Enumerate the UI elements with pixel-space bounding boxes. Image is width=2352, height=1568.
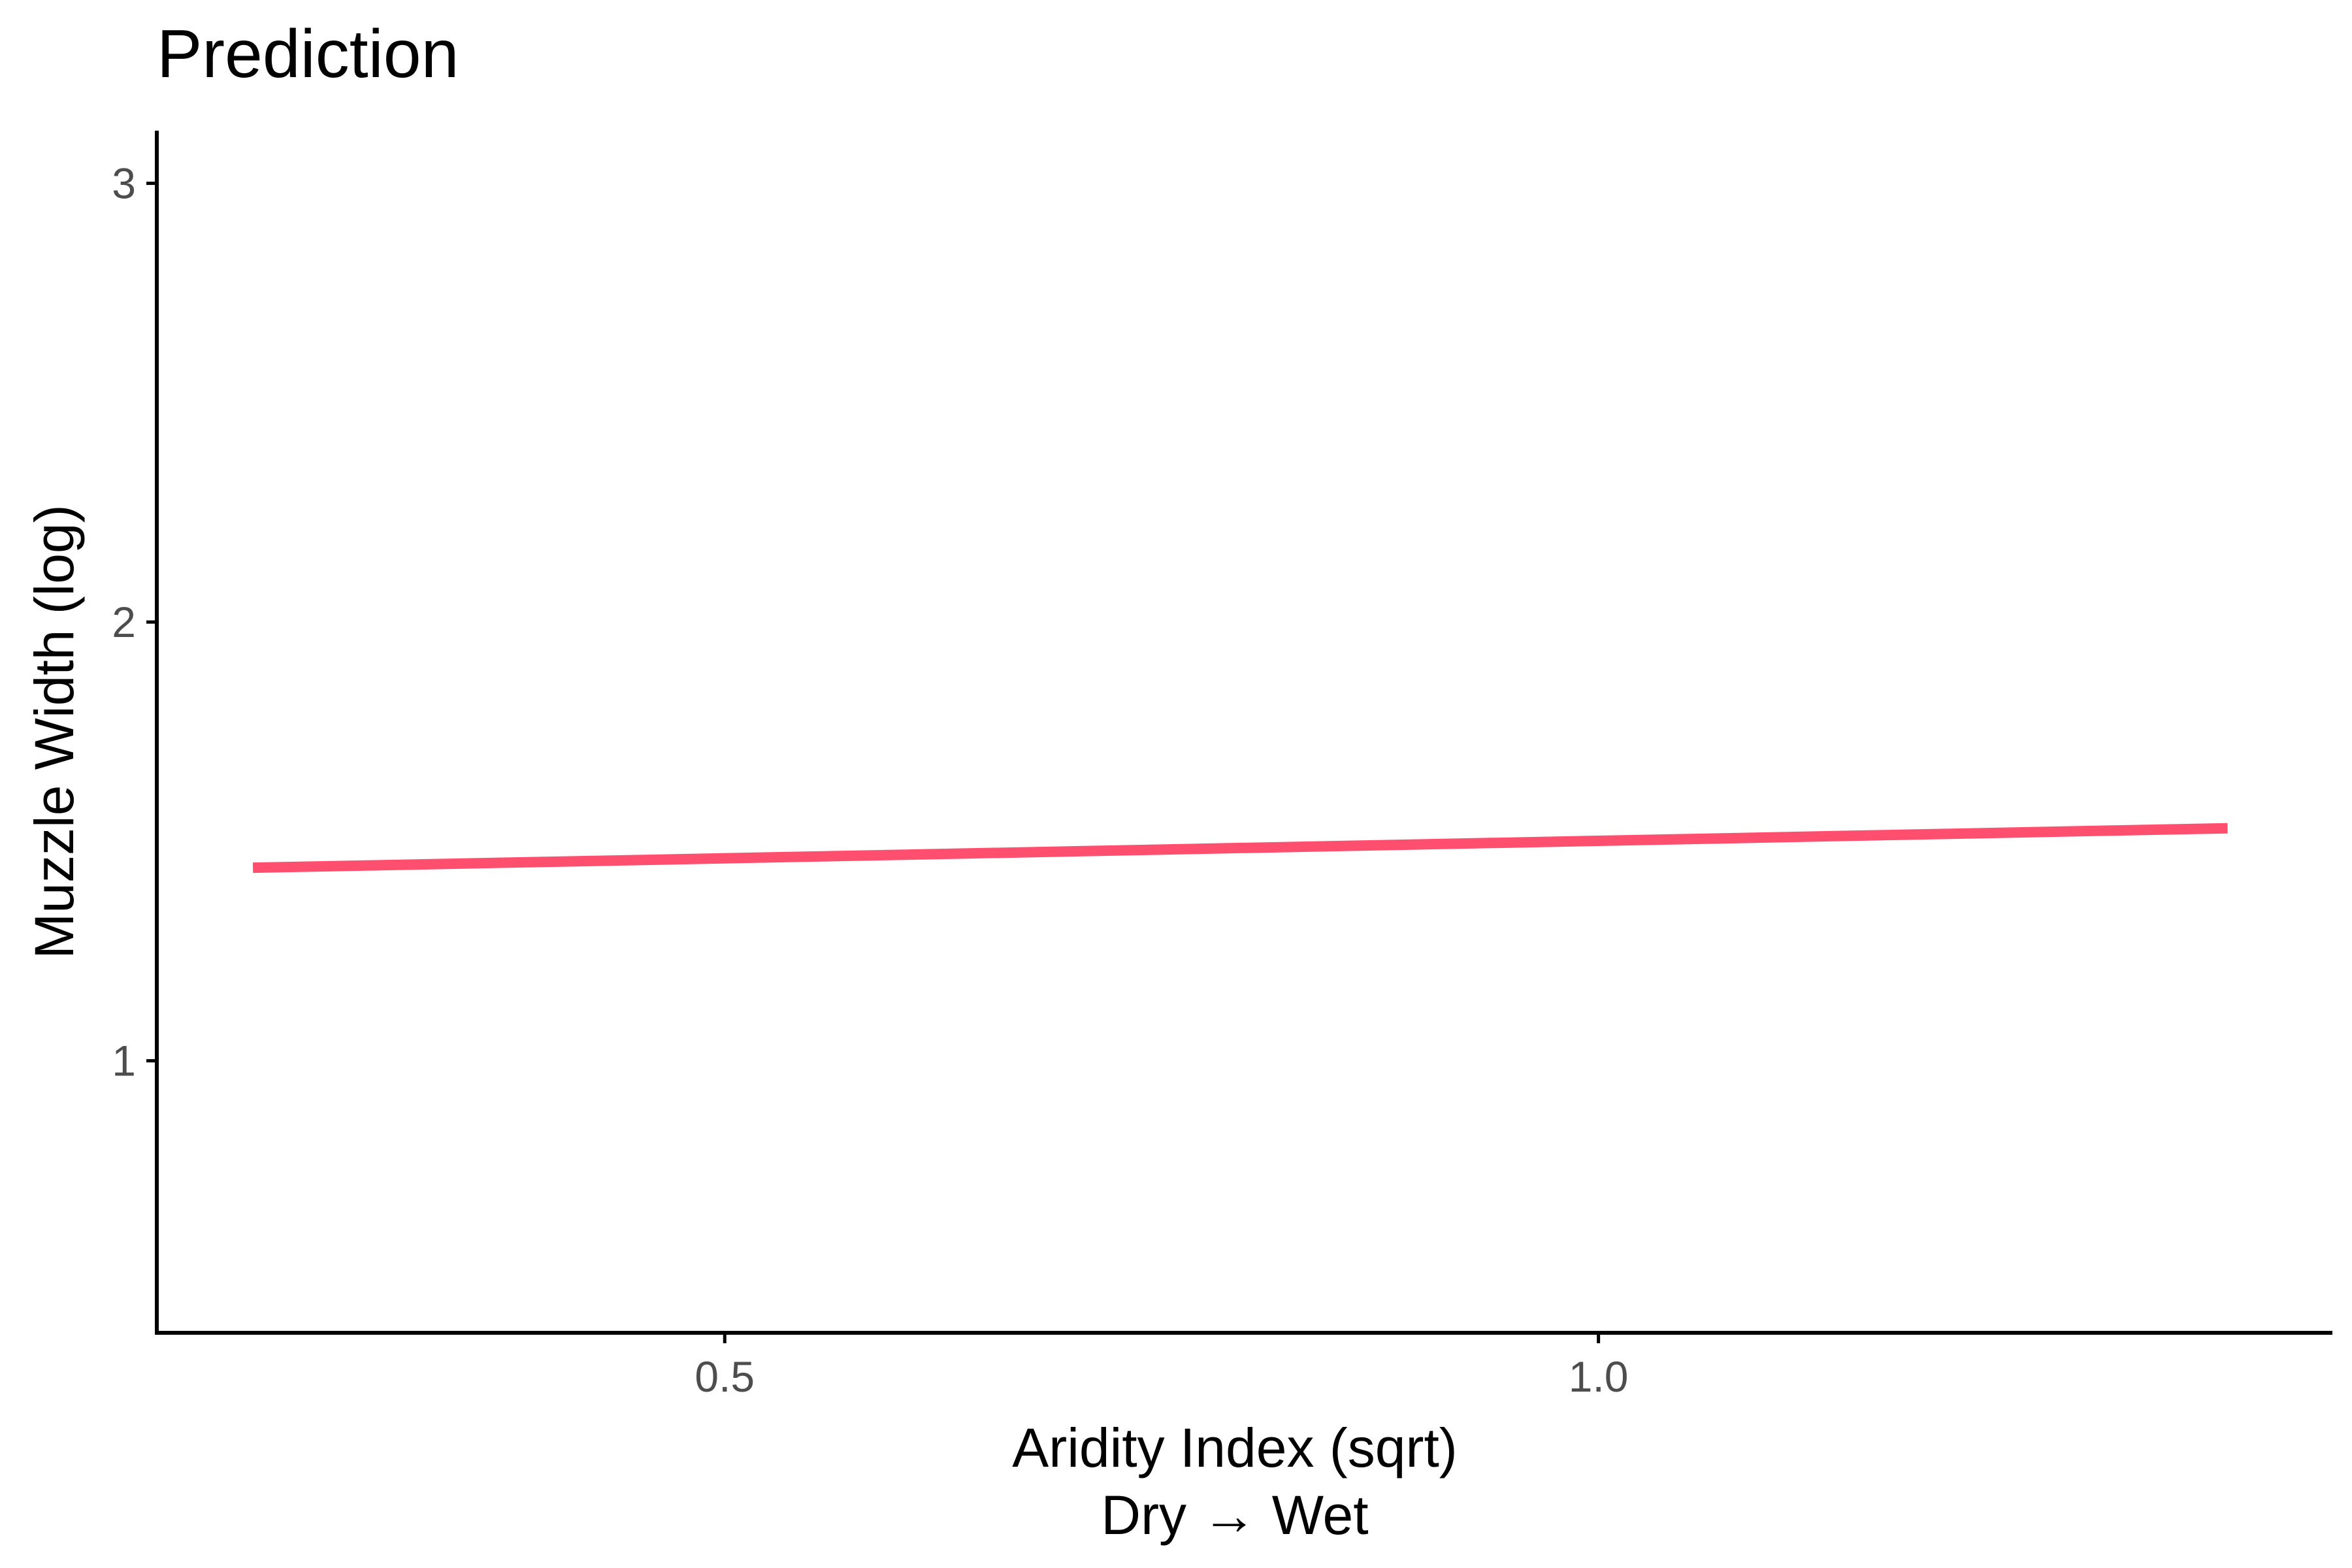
axes (155, 131, 2332, 1335)
y-axis-title: Muzzle Width (log) (24, 504, 85, 959)
x-tick-label: 0.5 (694, 1352, 755, 1401)
chart-title: Prediction (157, 16, 459, 92)
x-axis-subtitle: Dry → Wet (1101, 1484, 1368, 1546)
x-tick-label: 1.0 (1569, 1352, 1629, 1401)
prediction-line (252, 823, 2228, 874)
y-tick-label: 3 (112, 159, 136, 208)
ticks: 1 2 3 0.5 1.0 (112, 159, 1628, 1401)
y-tick-label: 2 (112, 598, 136, 646)
plot-area (252, 823, 2228, 874)
x-axis-title: Aridity Index (sqrt) (1012, 1417, 1458, 1478)
y-tick-label: 1 (112, 1037, 136, 1085)
